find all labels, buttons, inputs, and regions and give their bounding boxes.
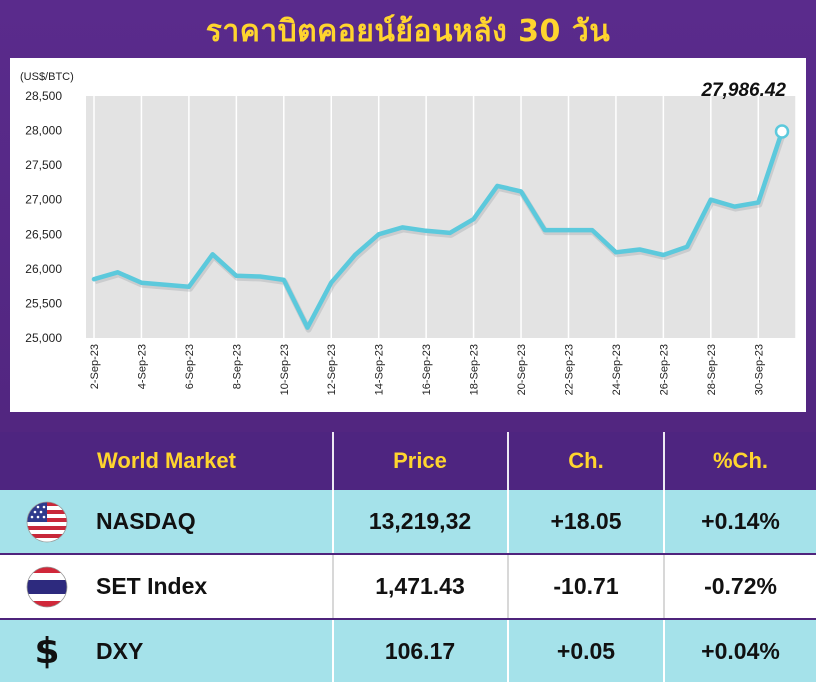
- us-flag-icon: [18, 490, 76, 553]
- column-divider: [332, 490, 334, 553]
- market-change: +18.05: [550, 508, 622, 534]
- market-percent-change: +0.14%: [701, 508, 780, 534]
- plot-background: [86, 96, 796, 338]
- x-tick-label: 14-Sep-23: [374, 344, 386, 395]
- y-tick-label: 26,500: [25, 227, 62, 241]
- y-tick-label: 27,000: [25, 193, 62, 207]
- y-axis-ticks: 25,000 25,500 26,000 26,500 27,000 27,500 28,0…: [25, 89, 62, 345]
- world-market-table: World Market Price Ch. %Ch.: [0, 432, 816, 682]
- market-percent-change: +0.04%: [701, 637, 780, 664]
- last-price-label: 27,986.42: [700, 80, 786, 101]
- grid-lines: [93, 96, 797, 338]
- header-percent-change: %Ch.: [713, 448, 768, 473]
- column-divider: [507, 490, 509, 553]
- x-tick-label: 4-Sep-23: [136, 344, 148, 389]
- header-divider: [507, 432, 509, 490]
- table-row: NASDAQ 13,219,32 +18.05 +0.14%: [0, 490, 816, 553]
- y-axis-label: (US$/BTC): [20, 71, 74, 83]
- market-price: 1,471.43: [375, 573, 465, 599]
- table-row: $ DXY 106.17 +0.05 +0.04%: [0, 620, 816, 682]
- x-tick-label: 6-Sep-23: [184, 344, 196, 389]
- header-divider: [332, 432, 334, 490]
- x-tick-label: 20-Sep-23: [516, 344, 528, 395]
- column-divider: [332, 555, 334, 618]
- header-price: Price: [393, 448, 447, 473]
- column-divider: [663, 490, 665, 553]
- market-price: 13,219,32: [368, 508, 472, 534]
- column-divider: [663, 555, 665, 618]
- market-name: NASDAQ: [96, 508, 196, 534]
- x-tick-label: 8-Sep-23: [231, 344, 243, 389]
- thai-flag-icon: [18, 555, 76, 618]
- dollar-glyph: $: [34, 630, 60, 672]
- y-tick-label: 25,000: [25, 331, 62, 345]
- x-tick-label: 26-Sep-23: [658, 344, 670, 395]
- x-tick-label: 18-Sep-23: [469, 344, 481, 395]
- table-row: SET Index 1,471.43 -10.71 -0.72%: [0, 555, 816, 618]
- y-tick-label: 27,500: [25, 158, 62, 172]
- column-divider: [507, 555, 509, 618]
- last-data-point: [774, 124, 790, 139]
- y-tick-label: 28,000: [25, 124, 62, 138]
- x-tick-label: 28-Sep-23: [706, 344, 718, 395]
- x-tick-label: 22-Sep-23: [563, 344, 575, 395]
- market-percent-change: -0.72%: [704, 573, 777, 599]
- market-change: +0.05: [556, 637, 616, 664]
- page-title: ราคาบิตคอยน์ย้อนหลัง 30 วัน: [205, 13, 611, 49]
- column-divider: [332, 620, 334, 682]
- y-tick-label: 26,000: [25, 262, 62, 276]
- x-tick-label: 24-Sep-23: [611, 344, 623, 395]
- x-tick-label: 10-Sep-23: [279, 344, 291, 395]
- market-change: -10.71: [553, 573, 619, 599]
- x-tick-label: 12-Sep-23: [326, 344, 338, 395]
- chart-panel: 25,000 25,500 26,000 26,500 27,000 27,500 28,0…: [10, 58, 806, 412]
- series-line: [91, 129, 785, 330]
- y-tick-label: 25,500: [25, 296, 62, 310]
- title-bar: ราคาบิตคอยน์ย้อนหลัง 30 วัน: [0, 0, 816, 62]
- x-axis-ticks: 2-Sep-23 4-Sep-23 6-Sep-23 8-Sep-23 10-Sep-2…: [89, 344, 765, 395]
- price-series: [91, 124, 790, 333]
- column-divider: [663, 620, 665, 682]
- x-tick-label: 2-Sep-23: [89, 344, 101, 389]
- header-change: Ch.: [568, 448, 604, 473]
- bitcoin-price-chart: 25,000 25,500 26,000 26,500 27,000 27,500 28,0…: [20, 71, 797, 395]
- column-divider: [507, 620, 509, 682]
- header-divider: [663, 432, 665, 490]
- market-name: DXY: [96, 637, 144, 664]
- market-name: SET Index: [96, 573, 208, 599]
- table-header-row: World Market Price Ch. %Ch.: [0, 432, 816, 490]
- header-world-market: World Market: [97, 448, 236, 473]
- x-tick-label: 16-Sep-23: [421, 344, 433, 395]
- x-tick-label: 30-Sep-23: [753, 344, 765, 395]
- market-price: 106.17: [384, 637, 456, 664]
- y-tick-label: 28,500: [25, 89, 62, 103]
- dollar-icon: $: [18, 620, 76, 682]
